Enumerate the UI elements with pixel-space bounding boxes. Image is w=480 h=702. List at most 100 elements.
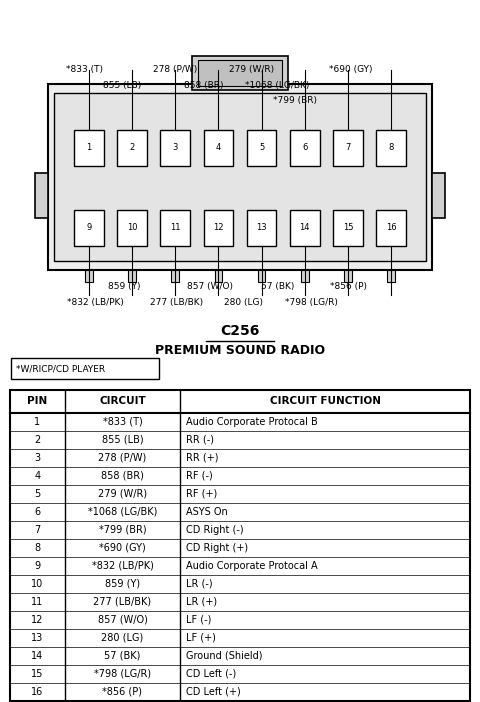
Text: 13: 13 bbox=[31, 633, 43, 642]
Text: 11: 11 bbox=[31, 597, 43, 607]
Text: 6: 6 bbox=[34, 507, 40, 517]
Text: 8: 8 bbox=[388, 143, 394, 152]
Bar bbox=[247, 210, 276, 246]
Bar bbox=[204, 210, 233, 246]
Text: LR (+): LR (+) bbox=[186, 597, 217, 607]
Text: *832 (LB/PK): *832 (LB/PK) bbox=[67, 298, 123, 307]
Text: 9: 9 bbox=[34, 561, 40, 571]
Text: 7: 7 bbox=[34, 524, 40, 535]
Text: 858 (BR): 858 (BR) bbox=[184, 81, 224, 90]
Text: RR (+): RR (+) bbox=[186, 453, 218, 463]
Text: *W/RICP/CD PLAYER: *W/RICP/CD PLAYER bbox=[16, 364, 106, 373]
Text: C256: C256 bbox=[220, 324, 260, 338]
Bar bbox=[215, 270, 222, 282]
Bar bbox=[333, 210, 363, 246]
Text: *798 (LG/R): *798 (LG/R) bbox=[285, 298, 337, 307]
Text: 14: 14 bbox=[31, 651, 43, 661]
Text: 57 (BK): 57 (BK) bbox=[261, 282, 294, 291]
Text: 15: 15 bbox=[343, 223, 353, 232]
Text: 8: 8 bbox=[34, 543, 40, 552]
Bar bbox=[198, 60, 282, 86]
Bar bbox=[35, 173, 48, 218]
Text: 1: 1 bbox=[34, 417, 40, 427]
Text: PIN: PIN bbox=[27, 396, 48, 406]
Bar bbox=[344, 270, 352, 282]
Text: RF (-): RF (-) bbox=[186, 470, 213, 481]
Text: 7: 7 bbox=[345, 143, 351, 152]
Text: 2: 2 bbox=[34, 435, 40, 444]
Text: CIRCUIT FUNCTION: CIRCUIT FUNCTION bbox=[270, 396, 381, 406]
Text: 15: 15 bbox=[31, 668, 43, 679]
Text: 279 (W/R): 279 (W/R) bbox=[98, 489, 147, 498]
Bar bbox=[48, 84, 432, 270]
Text: CD Right (-): CD Right (-) bbox=[186, 524, 243, 535]
Bar bbox=[376, 210, 406, 246]
Bar bbox=[204, 130, 233, 166]
Text: LF (-): LF (-) bbox=[186, 615, 211, 625]
Text: 858 (BR): 858 (BR) bbox=[101, 470, 144, 481]
Bar bbox=[301, 270, 309, 282]
Bar bbox=[117, 130, 147, 166]
Text: *856 (P): *856 (P) bbox=[329, 282, 367, 291]
Bar bbox=[85, 270, 93, 282]
Bar bbox=[74, 210, 104, 246]
Text: *799 (BR): *799 (BR) bbox=[99, 524, 146, 535]
Text: 6: 6 bbox=[302, 143, 308, 152]
Text: *833 (T): *833 (T) bbox=[65, 65, 103, 74]
Text: *856 (P): *856 (P) bbox=[103, 687, 143, 696]
Text: 3: 3 bbox=[172, 143, 178, 152]
Text: Audio Corporate Protocal A: Audio Corporate Protocal A bbox=[186, 561, 317, 571]
Bar bbox=[290, 130, 320, 166]
Text: *690 (GY): *690 (GY) bbox=[329, 65, 372, 74]
Bar bbox=[258, 270, 265, 282]
Text: 11: 11 bbox=[170, 223, 180, 232]
Text: *799 (BR): *799 (BR) bbox=[273, 96, 317, 105]
Text: 14: 14 bbox=[300, 223, 310, 232]
Bar bbox=[128, 270, 136, 282]
Bar bbox=[10, 390, 470, 701]
Text: 10: 10 bbox=[127, 223, 137, 232]
Bar bbox=[117, 210, 147, 246]
Text: 279 (W/R): 279 (W/R) bbox=[229, 65, 275, 74]
Text: Audio Corporate Protocal B: Audio Corporate Protocal B bbox=[186, 417, 318, 427]
Text: 859 (Y): 859 (Y) bbox=[105, 578, 140, 589]
Text: *832 (LB/PK): *832 (LB/PK) bbox=[92, 561, 154, 571]
Text: RF (+): RF (+) bbox=[186, 489, 217, 498]
Text: RR (-): RR (-) bbox=[186, 435, 214, 444]
Text: 4: 4 bbox=[34, 470, 40, 481]
Bar bbox=[192, 56, 288, 90]
Text: 4: 4 bbox=[216, 143, 221, 152]
Text: 10: 10 bbox=[31, 578, 43, 589]
Text: *833 (T): *833 (T) bbox=[103, 417, 143, 427]
Text: Ground (Shield): Ground (Shield) bbox=[186, 651, 263, 661]
Text: 859 (Y): 859 (Y) bbox=[108, 282, 140, 291]
Text: 280 (LG): 280 (LG) bbox=[101, 633, 144, 642]
Text: 1: 1 bbox=[86, 143, 91, 152]
Text: LR (-): LR (-) bbox=[186, 578, 213, 589]
Bar bbox=[376, 130, 406, 166]
Text: PREMIUM SOUND RADIO: PREMIUM SOUND RADIO bbox=[155, 344, 325, 357]
Text: 5: 5 bbox=[259, 143, 264, 152]
Text: 277 (LB/BK): 277 (LB/BK) bbox=[94, 597, 152, 607]
Text: 3: 3 bbox=[34, 453, 40, 463]
Text: 278 (P/W): 278 (P/W) bbox=[98, 453, 146, 463]
Text: 2: 2 bbox=[130, 143, 134, 152]
Text: 278 (P/W): 278 (P/W) bbox=[153, 65, 197, 74]
Text: *798 (LG/R): *798 (LG/R) bbox=[94, 668, 151, 679]
Text: 277 (LB/BK): 277 (LB/BK) bbox=[150, 298, 203, 307]
Text: 280 (LG): 280 (LG) bbox=[224, 298, 264, 307]
Text: CD Right (+): CD Right (+) bbox=[186, 543, 248, 552]
Text: ASYS On: ASYS On bbox=[186, 507, 228, 517]
Bar bbox=[160, 210, 190, 246]
Text: 13: 13 bbox=[256, 223, 267, 232]
Text: 57 (BK): 57 (BK) bbox=[104, 651, 141, 661]
Bar bbox=[54, 93, 426, 261]
Bar bbox=[171, 270, 179, 282]
Text: 857 (W/O): 857 (W/O) bbox=[187, 282, 233, 291]
Text: 855 (LB): 855 (LB) bbox=[102, 435, 144, 444]
Text: 5: 5 bbox=[34, 489, 40, 498]
Bar bbox=[290, 210, 320, 246]
Text: CIRCUIT: CIRCUIT bbox=[99, 396, 146, 406]
Bar bbox=[387, 270, 395, 282]
Text: 12: 12 bbox=[213, 223, 224, 232]
